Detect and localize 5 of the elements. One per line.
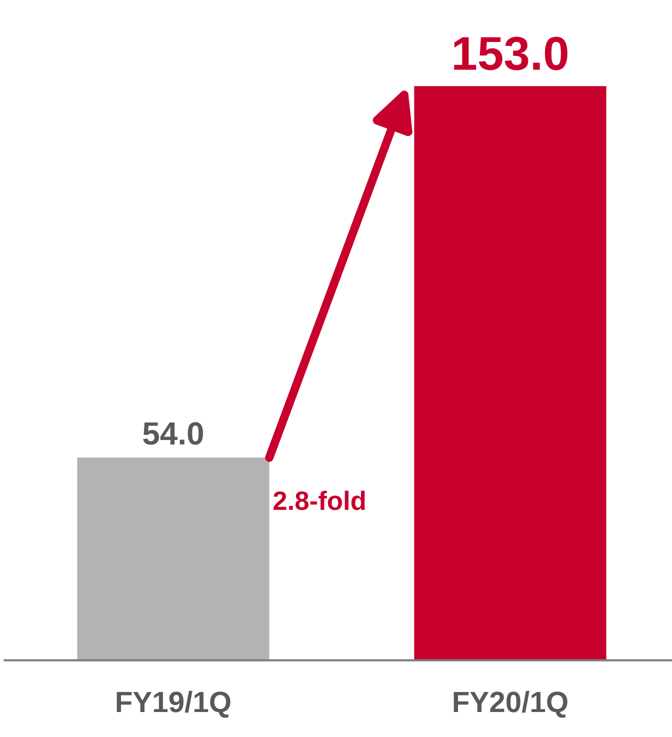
x-tick-label: FY20/1Q <box>454 690 568 718</box>
data-label: 54.0 <box>143 422 203 445</box>
data-label: 153.0 <box>454 36 568 70</box>
x-tick-label: FY19/1Q <box>116 690 230 718</box>
annotation: 2.8-fold <box>274 490 365 510</box>
